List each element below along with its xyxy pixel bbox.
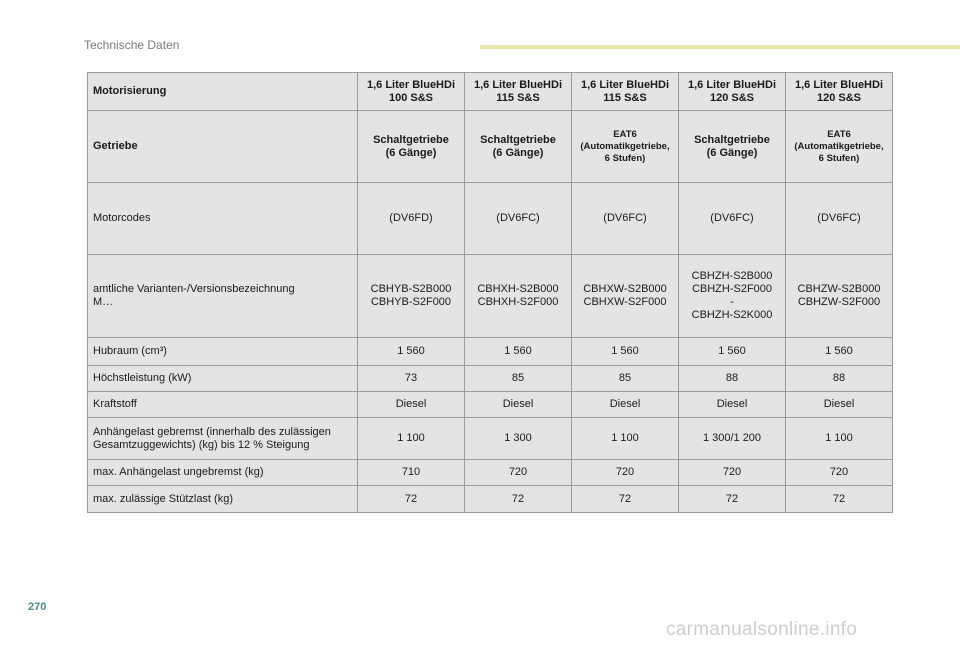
getriebe-col-5: EAT6 (Automatikgetriebe, 6 Stufen) (794, 128, 884, 164)
row-value: 88 (785, 365, 893, 392)
getriebe-col-4: Schaltgetriebe (6 Gänge) (678, 110, 786, 183)
header-engine-col-1: 1,6 Liter BlueHDi 100 S&S (357, 72, 465, 111)
row-value: 72 (464, 485, 572, 513)
row-value: CBHZW-S2B000 CBHZW-S2F000 (785, 254, 893, 338)
table-row: Hubraum (cm³) 1 560 1 560 1 560 1 560 1 … (87, 337, 893, 366)
table-row: Höchstleistung (kW) 73 85 85 88 88 (87, 365, 893, 392)
row-value: 1 560 (464, 337, 572, 366)
row-value: (DV6FD) (357, 182, 465, 255)
row-value: 1 300/1 200 (678, 417, 786, 460)
row-label: max. zulässige Stützlast (kg) (87, 485, 358, 513)
header-label-motorisierung: Motorisierung (87, 72, 358, 111)
row-label: Höchstleistung (kW) (87, 365, 358, 392)
watermark: carmanualsonline.info (666, 619, 858, 640)
header-engine-col-3: 1,6 Liter BlueHDi 115 S&S (571, 72, 679, 111)
row-value: CBHXW-S2B000 CBHXW-S2F000 (571, 254, 679, 338)
row-value: 720 (571, 459, 679, 486)
row-value: (DV6FC) (678, 182, 786, 255)
row-value: 72 (571, 485, 679, 513)
row-value: 720 (678, 459, 786, 486)
row-value: (DV6FC) (571, 182, 679, 255)
row-value: Diesel (357, 391, 465, 418)
row-value: 1 100 (785, 417, 893, 460)
table-row: amtliche Varianten-/Versionsbezeichnung … (87, 254, 893, 338)
getriebe-col-1: Schaltgetriebe (6 Gänge) (357, 110, 465, 183)
header-engine-col-5: 1,6 Liter BlueHDi 120 S&S (785, 72, 893, 111)
table-row: Anhängelast gebremst (innerhalb des zulä… (87, 417, 893, 460)
row-label: Kraftstoff (87, 391, 358, 418)
row-value: (DV6FC) (464, 182, 572, 255)
table-header-row: Motorisierung 1,6 Liter BlueHDi 100 S&S … (87, 72, 893, 111)
row-value: 72 (357, 485, 465, 513)
row-value: 73 (357, 365, 465, 392)
technical-data-table: Motorisierung 1,6 Liter BlueHDi 100 S&S … (87, 72, 893, 513)
getriebe-label: Getriebe (87, 110, 358, 183)
row-value: Diesel (678, 391, 786, 418)
row-value: 1 560 (357, 337, 465, 366)
row-value: 1 300 (464, 417, 572, 460)
row-value: 1 100 (357, 417, 465, 460)
row-value: 72 (678, 485, 786, 513)
row-value: 1 560 (785, 337, 893, 366)
row-label: amtliche Varianten-/Versionsbezeichnung … (87, 254, 358, 338)
row-value: 720 (785, 459, 893, 486)
row-value: 88 (678, 365, 786, 392)
row-value: 85 (571, 365, 679, 392)
section-title: Technische Daten (84, 38, 180, 52)
row-value: 85 (464, 365, 572, 392)
row-value: 710 (357, 459, 465, 486)
table-row: max. Anhängelast ungebremst (kg) 710 720… (87, 459, 893, 486)
getriebe-col-3: EAT6 (Automatikgetriebe, 6 Stufen) (580, 128, 670, 164)
row-label: max. Anhängelast ungebremst (kg) (87, 459, 358, 486)
header-engine-col-4: 1,6 Liter BlueHDi 120 S&S (678, 72, 786, 111)
row-value: 72 (785, 485, 893, 513)
table-row-getriebe: Getriebe Schaltgetriebe (6 Gänge) Schalt… (87, 110, 893, 183)
row-label: Motorcodes (87, 182, 358, 255)
row-value: 720 (464, 459, 572, 486)
title-rule (480, 45, 960, 49)
row-value: 1 560 (571, 337, 679, 366)
row-value: CBHYB-S2B000 CBHYB-S2F000 (357, 254, 465, 338)
row-value: (DV6FC) (785, 182, 893, 255)
page-number: 270 (28, 601, 47, 613)
row-value: 1 100 (571, 417, 679, 460)
table-row: Kraftstoff Diesel Diesel Diesel Diesel D… (87, 391, 893, 418)
getriebe-col-2: Schaltgetriebe (6 Gänge) (464, 110, 572, 183)
table-row: Motorcodes (DV6FD) (DV6FC) (DV6FC) (DV6F… (87, 182, 893, 255)
table-row: max. zulässige Stützlast (kg) 72 72 72 7… (87, 485, 893, 513)
row-value: 1 560 (678, 337, 786, 366)
row-label: Hubraum (cm³) (87, 337, 358, 366)
row-value: CBHZH-S2B000 CBHZH-S2F000 - CBHZH-S2K000 (678, 254, 786, 338)
row-label: Anhängelast gebremst (innerhalb des zulä… (87, 417, 358, 460)
row-value: Diesel (464, 391, 572, 418)
row-value: Diesel (785, 391, 893, 418)
header-engine-col-2: 1,6 Liter BlueHDi 115 S&S (464, 72, 572, 111)
row-value: Diesel (571, 391, 679, 418)
row-value: CBHXH-S2B000 CBHXH-S2F000 (464, 254, 572, 338)
